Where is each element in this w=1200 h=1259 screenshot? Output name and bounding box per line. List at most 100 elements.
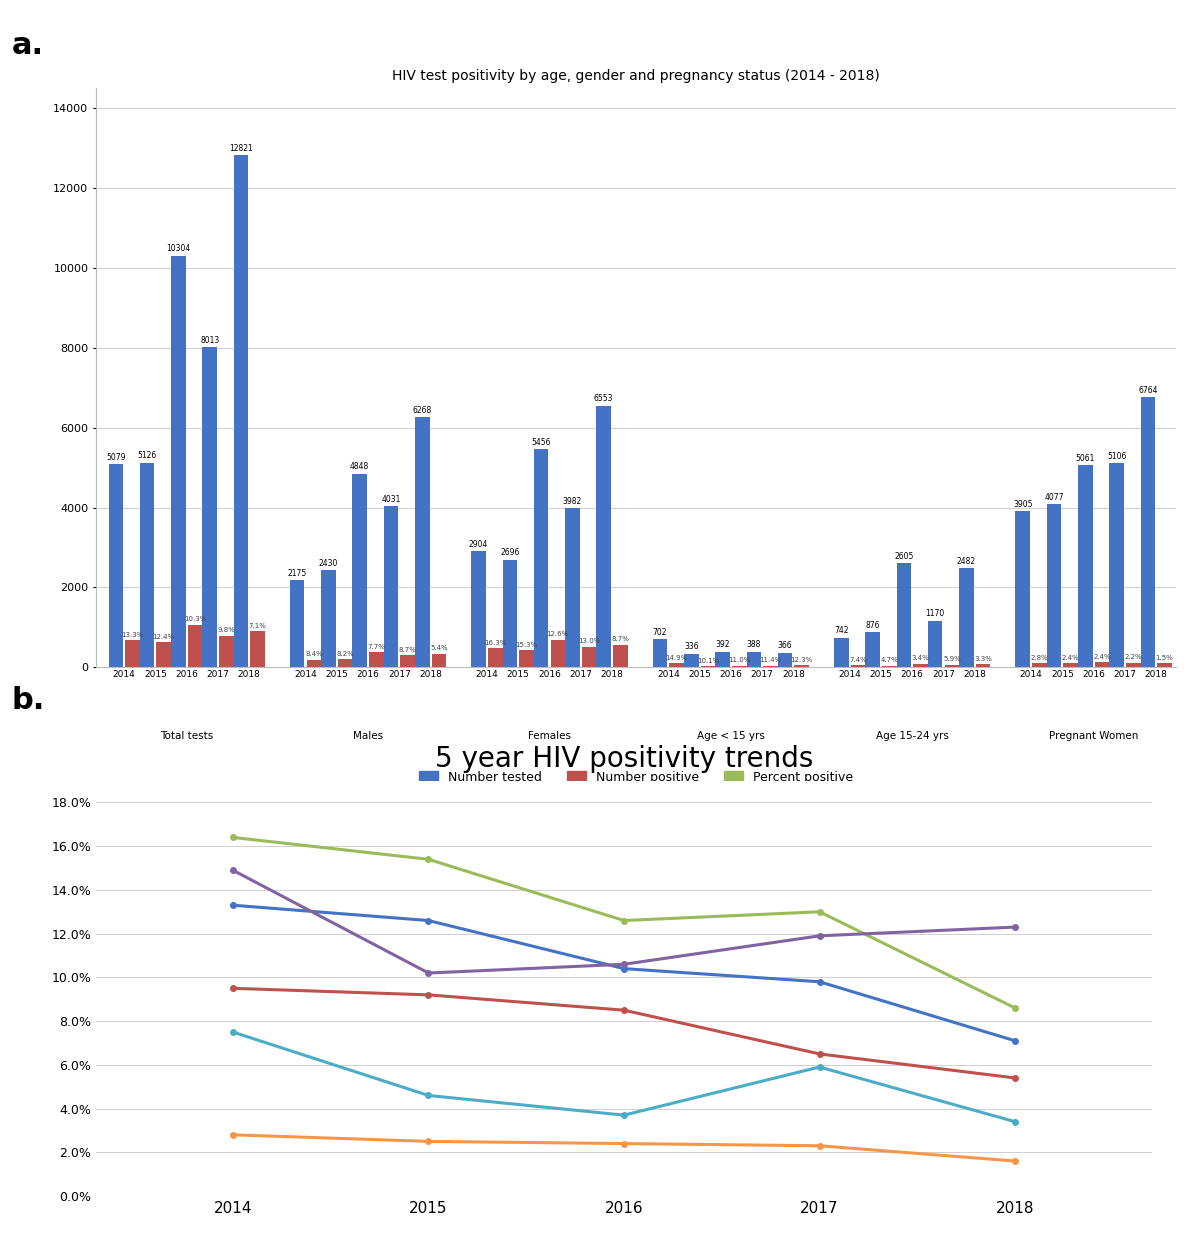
Text: 6764: 6764 (1138, 385, 1158, 395)
Bar (596, 405, 611, 667)
Bar (732, 666, 746, 667)
Text: 8013: 8013 (200, 336, 220, 345)
Text: 2.4%: 2.4% (1093, 653, 1111, 660)
Bar (156, 642, 172, 667)
Text: 702: 702 (653, 628, 667, 637)
Text: 8.4%: 8.4% (305, 651, 323, 657)
Text: 2175: 2175 (288, 569, 307, 578)
Title: HIV test positivity by age, gender and pregnancy status (2014 - 2018): HIV test positivity by age, gender and p… (392, 69, 880, 83)
Bar (251, 631, 265, 667)
Bar (306, 660, 322, 667)
Text: 13.0%: 13.0% (578, 638, 600, 645)
Text: 12.3%: 12.3% (791, 657, 812, 663)
Bar (701, 666, 715, 667)
Bar (503, 559, 517, 667)
Bar (763, 666, 778, 667)
Bar (338, 660, 353, 667)
Bar (913, 663, 928, 667)
Text: 5079: 5079 (106, 453, 126, 462)
Bar (928, 621, 942, 667)
Text: 366: 366 (778, 641, 792, 650)
Text: 5126: 5126 (138, 451, 157, 460)
Bar (1109, 463, 1124, 667)
Bar (534, 449, 548, 667)
Bar (172, 256, 186, 667)
Bar (959, 568, 973, 667)
Legend: Number tested, Number positive, Percent positive: Number tested, Number positive, Percent … (414, 767, 858, 789)
Text: 2430: 2430 (319, 559, 338, 568)
Bar (670, 663, 684, 667)
Text: Total tests: Total tests (160, 731, 214, 742)
Text: 336: 336 (684, 642, 698, 651)
Text: 2.4%: 2.4% (1062, 655, 1080, 661)
Bar (1126, 662, 1140, 667)
Text: 1.5%: 1.5% (1156, 655, 1174, 661)
Bar (613, 645, 628, 667)
Bar (108, 465, 124, 667)
Text: 5061: 5061 (1075, 453, 1094, 463)
Bar (944, 665, 959, 667)
Text: 7.7%: 7.7% (367, 643, 385, 650)
Bar (778, 652, 792, 667)
Text: 742: 742 (834, 626, 848, 636)
Text: 1170: 1170 (925, 609, 944, 618)
Text: Males: Males (353, 731, 383, 742)
Text: 8.7%: 8.7% (612, 636, 629, 642)
Text: a.: a. (12, 31, 44, 60)
Text: b.: b. (12, 686, 46, 715)
Bar (834, 637, 848, 667)
Bar (746, 652, 761, 667)
Bar (401, 655, 415, 667)
Bar (1078, 465, 1093, 667)
Bar (551, 640, 565, 667)
Bar (653, 640, 667, 667)
Bar (565, 509, 580, 667)
Text: 10304: 10304 (167, 244, 191, 253)
Bar (370, 652, 384, 667)
Text: 15.3%: 15.3% (516, 642, 538, 648)
Text: 12.6%: 12.6% (547, 632, 569, 637)
Text: Age < 15 yrs: Age < 15 yrs (697, 731, 764, 742)
Text: 4077: 4077 (1044, 494, 1063, 502)
Bar (882, 666, 896, 667)
Text: 11.4%: 11.4% (760, 657, 781, 663)
Text: 5106: 5106 (1106, 452, 1127, 461)
Text: 5456: 5456 (532, 438, 551, 447)
Bar (125, 641, 139, 667)
Text: 12.4%: 12.4% (152, 633, 175, 640)
Text: 2605: 2605 (894, 551, 913, 560)
Title: 5 year HIV positivity trends: 5 year HIV positivity trends (434, 744, 814, 773)
Text: 5.4%: 5.4% (430, 646, 448, 651)
Bar (1157, 663, 1172, 667)
Text: 10.3%: 10.3% (184, 617, 206, 622)
Text: 9.8%: 9.8% (217, 627, 235, 633)
Bar (1063, 663, 1078, 667)
Text: 6553: 6553 (594, 394, 613, 403)
Text: 13.3%: 13.3% (121, 632, 144, 638)
Bar (1094, 662, 1109, 667)
Text: 2482: 2482 (956, 556, 976, 565)
Bar (865, 632, 880, 667)
Text: 11.0%: 11.0% (728, 657, 750, 663)
Bar (520, 651, 534, 667)
Bar (220, 636, 234, 667)
Bar (187, 624, 203, 667)
Bar (715, 652, 730, 667)
Text: 4.7%: 4.7% (881, 657, 898, 663)
Text: 392: 392 (715, 641, 730, 650)
Bar (290, 580, 305, 667)
Bar (1032, 663, 1046, 667)
Text: 4848: 4848 (350, 462, 370, 471)
Text: 5.9%: 5.9% (943, 656, 961, 662)
Bar (415, 417, 430, 667)
Text: Pregnant Women: Pregnant Women (1049, 731, 1139, 742)
Bar (851, 665, 865, 667)
Bar (234, 155, 248, 667)
Bar (139, 462, 155, 667)
Bar (1046, 505, 1061, 667)
Text: 7.4%: 7.4% (850, 657, 866, 662)
Text: 4031: 4031 (382, 495, 401, 504)
Bar (432, 653, 446, 667)
Bar (896, 563, 911, 667)
Bar (322, 570, 336, 667)
